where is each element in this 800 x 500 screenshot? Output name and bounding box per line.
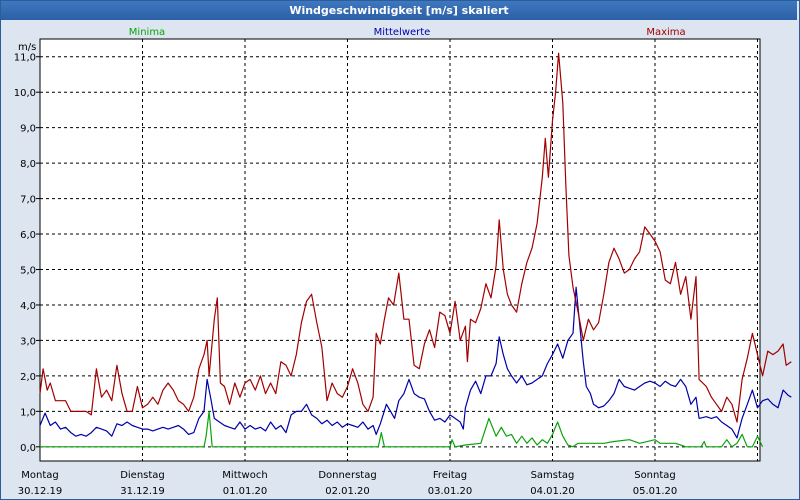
x-day-label: Samstag [531,470,575,481]
x-day-label: Sonntag [634,470,676,481]
x-date-label: 31.12.19 [120,486,165,497]
x-day-label: Donnerstag [318,470,376,481]
series-line-avg [39,286,792,439]
x-date-label: 04.01.20 [530,486,575,497]
legend-mittelwerte: Mittelwerte [374,27,431,38]
y-tick-label: 11,0 [14,53,36,64]
y-tick-label: 6,0 [20,230,36,241]
x-day-label: Montag [21,470,58,481]
series-lines [39,52,792,448]
series-line-min [40,410,764,448]
x-axis-labels: Montag 30.12.19 Dienstag 31.12.19 Mittwoch 01… [18,470,678,497]
y-tick-label: 1,0 [20,407,36,418]
y-tick-label: 7,0 [20,195,36,206]
y-axis-unit-label: m/s [18,42,36,53]
y-tick-label: 9,0 [20,124,36,135]
y-tick-label: 3,0 [20,336,36,347]
x-day-label: Freitag [433,470,467,481]
x-day-label: Dienstag [120,470,165,481]
y-tick-label: 5,0 [20,266,36,277]
y-tick-label: 0,0 [20,443,36,454]
x-date-label: 30.12.19 [18,486,63,497]
y-tick-label: 10,0 [14,88,36,99]
y-axis-ticks: 0,0 1,0 2,0 3,0 4,0 5,0 6,0 7,0 8,0 9,0 10,0 11,0 [14,53,40,454]
x-date-label: 01.01.20 [223,486,268,497]
y-tick-label: 8,0 [20,159,36,170]
x-day-label: Mittwoch [222,470,267,481]
legend-maxima: Maxima [646,27,685,38]
plot-area [39,38,761,462]
x-date-label: 03.01.20 [428,486,473,497]
y-tick-label: 4,0 [20,301,36,312]
x-date-label: 05.01.20 [633,486,678,497]
x-date-label: 02.01.20 [325,486,370,497]
legend-minima: Minima [129,27,165,38]
grid-lines [40,39,760,461]
y-tick-label: 2,0 [20,372,36,383]
series-line-max [39,52,792,423]
window-title: Windgeschwindigkeit [m/s] skaliert [1,1,797,20]
